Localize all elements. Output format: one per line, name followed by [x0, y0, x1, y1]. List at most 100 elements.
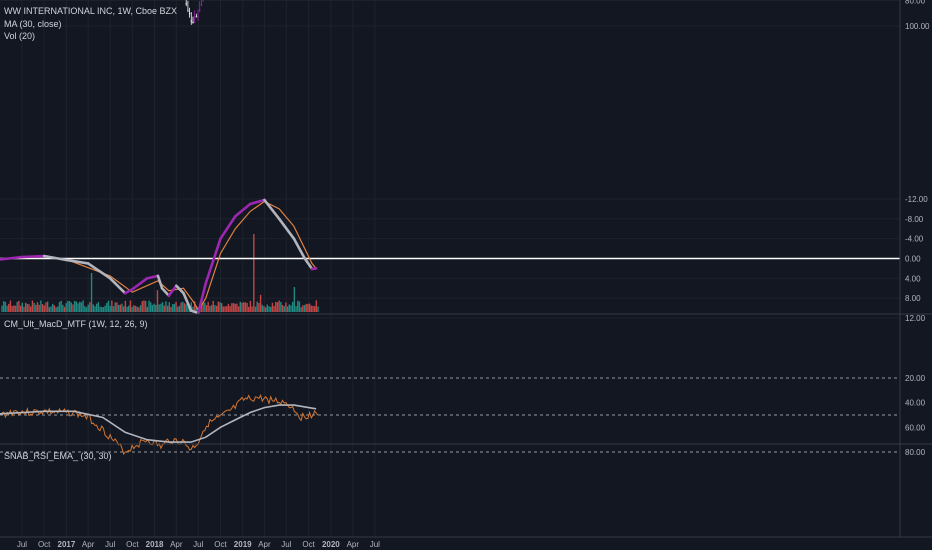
volume-bar: [297, 300, 299, 312]
time-tick-label: Jul: [105, 540, 115, 549]
price-tick-label: 80.00: [905, 0, 926, 5]
volume-bar: [24, 302, 27, 312]
time-tick-label: Jul: [17, 540, 27, 549]
volume-bar: [50, 306, 52, 312]
volume-bar: [270, 306, 272, 312]
rsi-tick-label: 20.00: [905, 374, 926, 383]
macd-line-segment: [42, 254, 68, 262]
volume-bar: [209, 306, 211, 312]
volume-bar: [102, 307, 105, 312]
macd-tick-label: -8.00: [905, 215, 924, 224]
volume-bar: [192, 306, 194, 312]
candle-body: [188, 13, 191, 15]
time-tick-label: 2018: [146, 540, 164, 549]
candle-body: [185, 3, 187, 5]
volume-bar: [28, 304, 30, 312]
symbol-legend[interactable]: WW INTERNATIONAL INC, 1W, Cboe BZX: [4, 6, 178, 16]
rsi-legend[interactable]: SNAB_RSI_EMA_ (30, 30): [4, 451, 112, 461]
volume-bar: [87, 304, 89, 312]
volume-bar: [273, 306, 275, 312]
volume-bar: [241, 302, 243, 312]
volume-bar: [16, 301, 18, 312]
candle-body: [193, 21, 196, 23]
volume-bar: [106, 302, 108, 312]
volume-bar: [165, 301, 167, 312]
volume-bar: [21, 302, 23, 312]
volume-bar: [290, 305, 292, 312]
volume-bar: [107, 300, 110, 312]
volume-bar: [263, 306, 265, 312]
candle-body: [199, 9, 201, 11]
volume-bar: [73, 300, 76, 312]
volume-bar: [286, 306, 289, 312]
volume-bar: [268, 306, 270, 312]
volume-bar: [146, 306, 149, 312]
macd-line-segment: [167, 284, 178, 297]
macd-legend[interactable]: CM_Ult_MacD_MTF (1W, 12, 26, 9): [4, 319, 148, 329]
volume-bar: [246, 302, 248, 312]
macd-line-segment: [86, 262, 112, 280]
volume-bar: [166, 305, 169, 312]
volume-bar: [92, 304, 94, 312]
rsi-tick-label: 60.00: [905, 423, 926, 432]
volume-bar: [121, 303, 123, 312]
volume-bar: [101, 307, 103, 312]
macd-tick-label: 4.00: [905, 274, 921, 283]
candle-body: [190, 20, 192, 22]
volume-bar: [48, 307, 51, 312]
volume-bar: [253, 234, 255, 312]
candle-body: [195, 16, 198, 18]
volume-bar: [143, 300, 145, 312]
macd-line-segment: [219, 215, 237, 240]
volume-bar: [82, 300, 84, 312]
volume-bar: [300, 307, 302, 312]
volume-bar: [163, 305, 165, 312]
volume-bar: [4, 301, 7, 312]
volume-bar: [1, 305, 3, 312]
volume-bar: [46, 301, 49, 312]
volume-bar: [251, 306, 253, 312]
volume-bar: [285, 302, 287, 312]
volume-bar: [122, 306, 125, 312]
volume-bar: [112, 306, 115, 312]
volume-bar: [53, 305, 56, 312]
volume-bar: [77, 303, 79, 312]
time-tick-label: Jul: [370, 540, 380, 549]
volume-bar: [310, 305, 312, 312]
volume-bar: [293, 287, 296, 312]
candle-body: [197, 16, 199, 18]
time-tick-label: Apr: [170, 540, 183, 549]
volume-bar: [104, 305, 106, 312]
time-tick-label: Jul: [193, 540, 203, 549]
volume-bar: [18, 300, 20, 312]
volume-bar: [214, 305, 216, 312]
volume-bar: [158, 304, 160, 312]
volume-bar: [224, 306, 226, 312]
volume-legend[interactable]: Vol (20): [4, 31, 36, 41]
volume-bar: [305, 303, 307, 312]
macd-line-segment: [277, 217, 296, 240]
volume-bar: [148, 300, 150, 312]
macd-line-segment: [248, 198, 266, 206]
volume-bar: [40, 300, 42, 312]
volume-bar: [30, 306, 32, 312]
volume-bar: [52, 303, 54, 312]
rsi-tick-label: 40.00: [905, 399, 926, 408]
volume-bar: [8, 303, 10, 312]
volume-bar: [13, 305, 15, 312]
volume-bar: [114, 302, 116, 312]
time-tick-label: Oct: [302, 540, 315, 549]
time-tick-label: Oct: [214, 540, 227, 549]
time-tick-label: 2020: [322, 540, 340, 549]
ma-legend[interactable]: MA (30, close): [4, 19, 62, 29]
candlesticks: [185, 0, 204, 25]
rsi-tick-label: 80.00: [905, 448, 926, 457]
time-tick-label: 2019: [234, 540, 252, 549]
volume-bar: [237, 306, 240, 312]
volume-bar: [256, 301, 258, 312]
volume-bar: [126, 306, 128, 312]
volume-bar: [97, 302, 100, 312]
volume-bar: [136, 306, 138, 312]
volume-bar: [19, 305, 22, 312]
